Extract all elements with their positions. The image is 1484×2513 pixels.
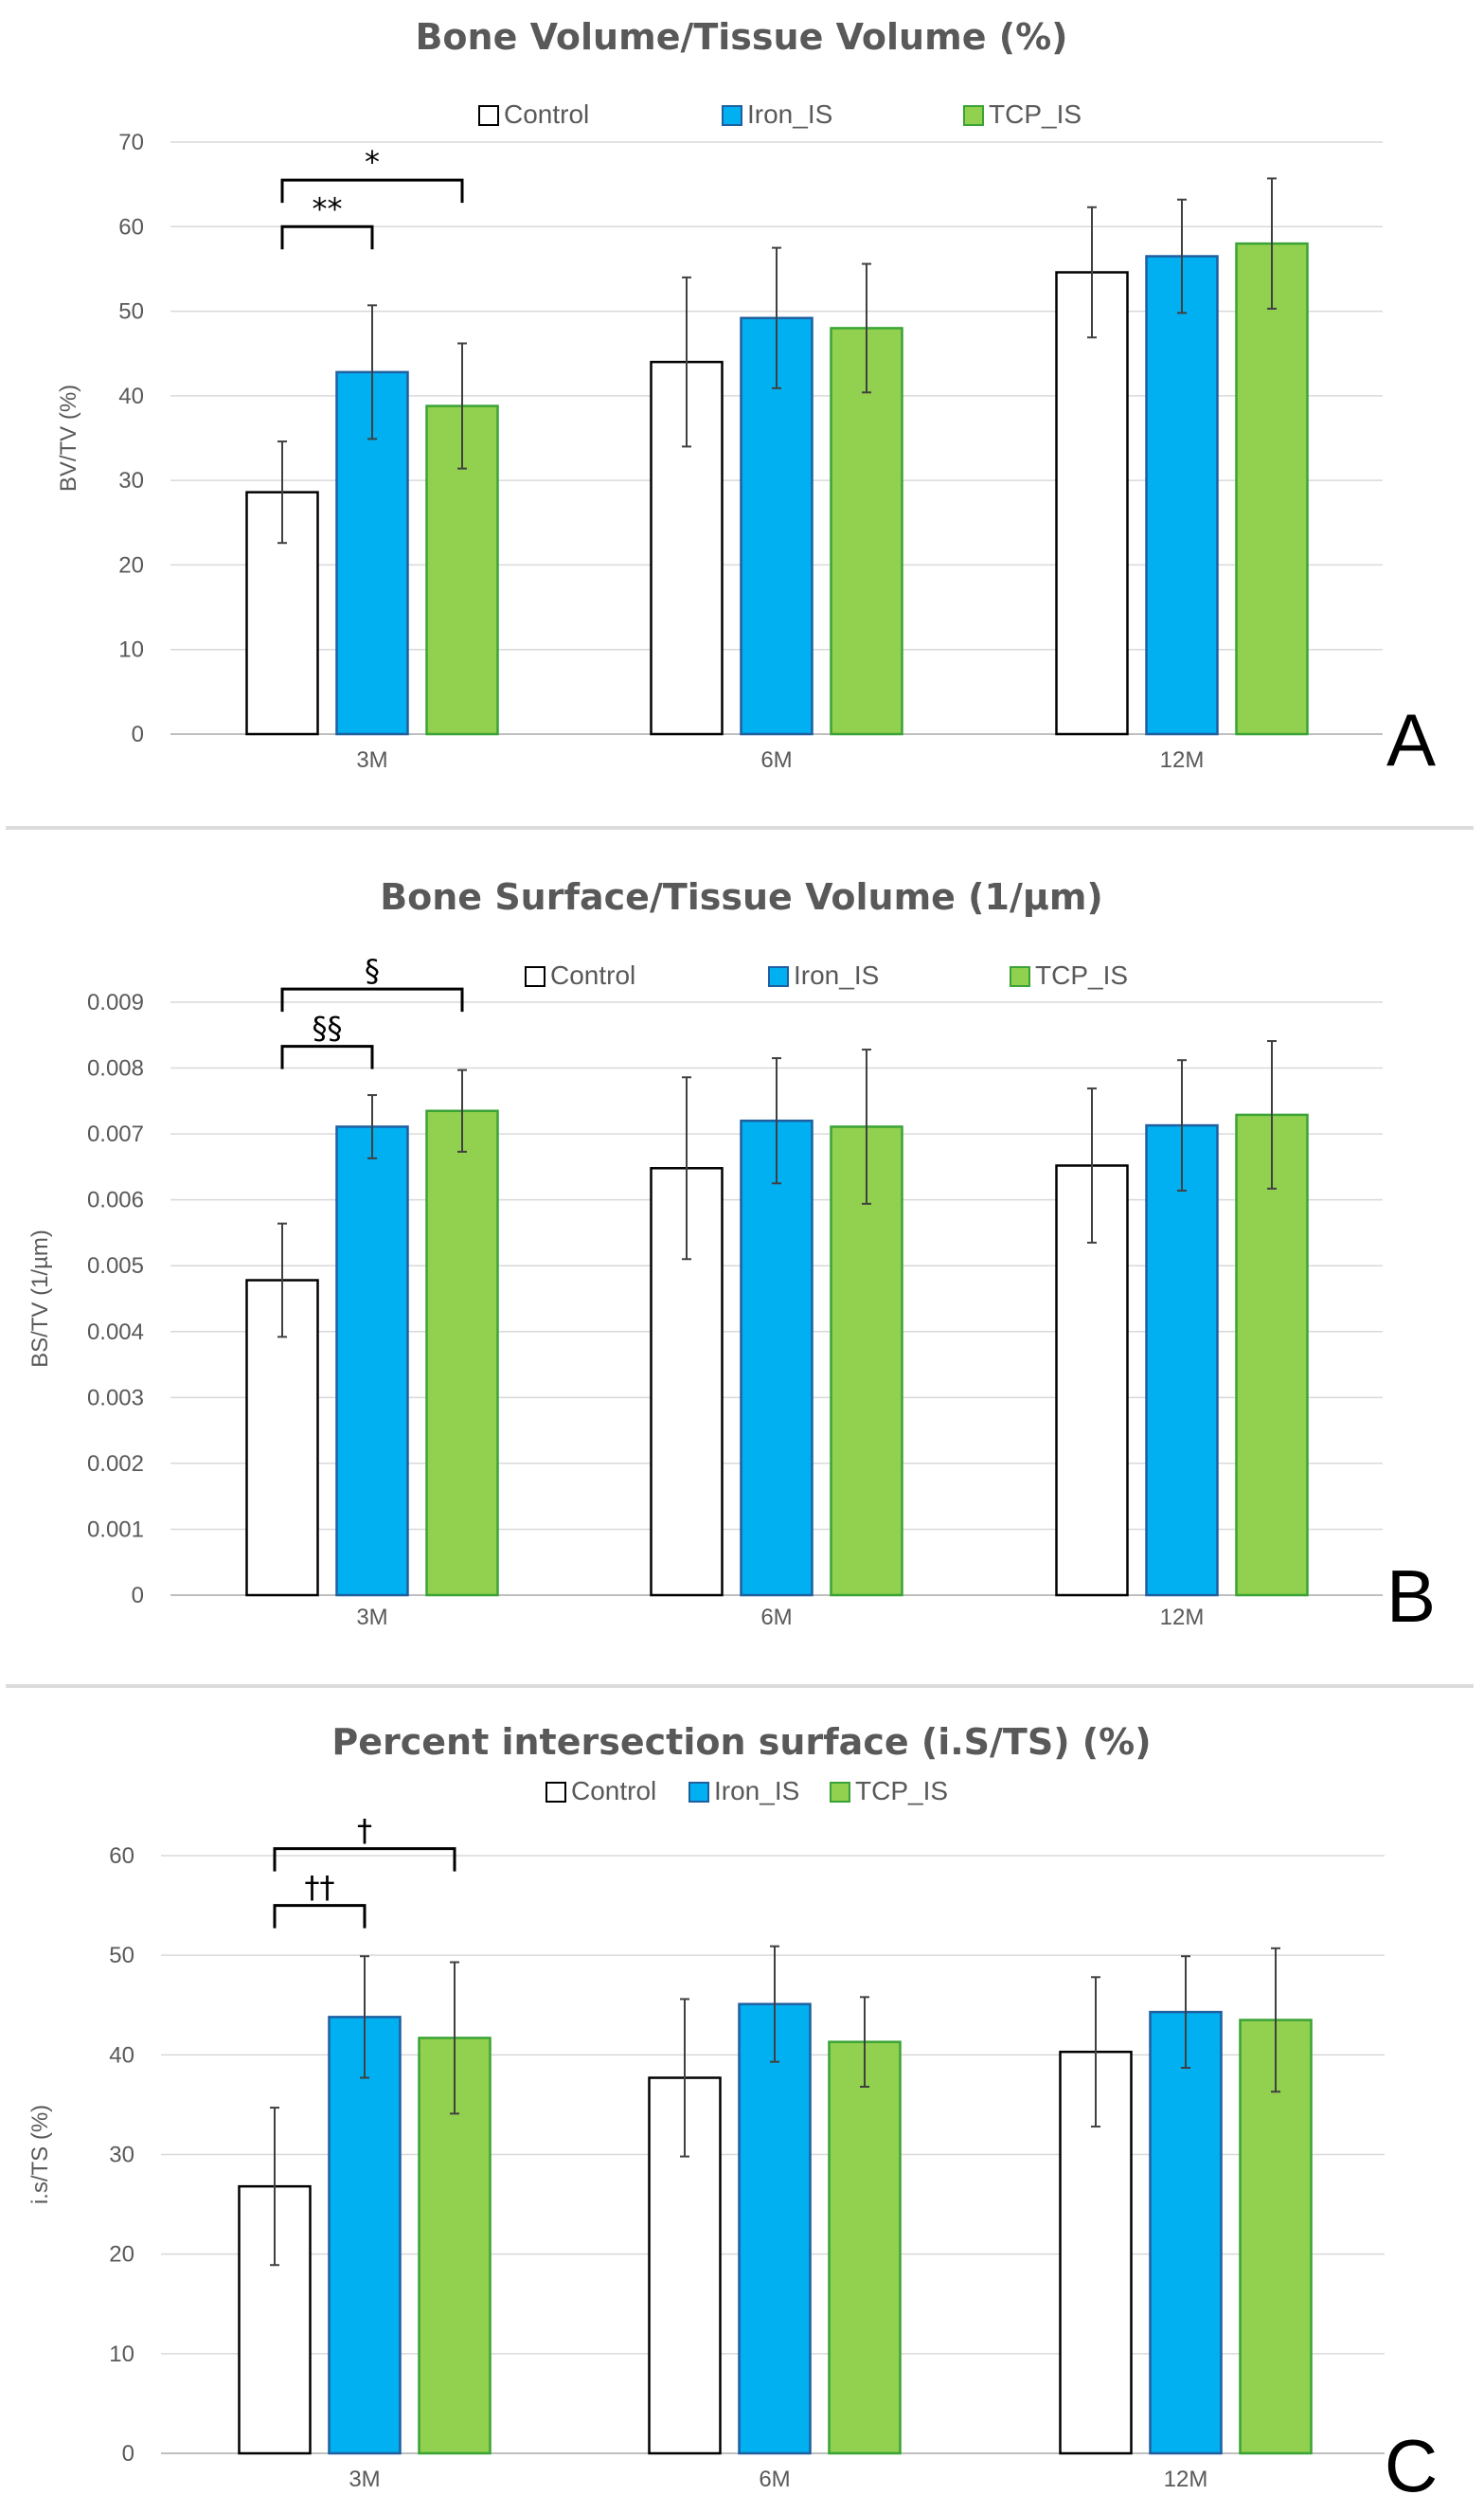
- significance-label: **: [313, 190, 343, 226]
- legend-label-tcp: TCP_IS: [1035, 960, 1128, 990]
- legend-swatch-control: [478, 105, 499, 126]
- is-ts-chart: Percent intersection surface (i.S/TS) (%…: [27, 1721, 1438, 2507]
- y-tick-label: 0: [132, 722, 144, 747]
- y-tick-label: 0.009: [87, 990, 144, 1015]
- legend-label-tcp: TCP_IS: [989, 99, 1082, 129]
- significance-label: §§: [313, 1011, 343, 1047]
- bs-tv-chart: Bone Surface/Tissue Volume (1/µm) Control…: [27, 876, 1436, 1638]
- x-tick-label: 12M: [1160, 1605, 1205, 1630]
- y-tick-label: 0.004: [87, 1319, 144, 1345]
- legend-label-iron: Iron_IS: [747, 99, 832, 129]
- y-tick-label: 30: [118, 468, 144, 494]
- bar-iron-12M: [1145, 255, 1219, 736]
- legend-swatch-tcp: [830, 1782, 850, 1803]
- y-tick-label: 10: [109, 2342, 134, 2367]
- y-axis-label: BV/TV (%): [56, 385, 81, 492]
- significance-label: †: [357, 1813, 372, 1849]
- y-tick-label: 70: [118, 130, 144, 155]
- x-tick-label: 3M: [356, 747, 387, 773]
- x-tick-label: 6M: [760, 747, 792, 773]
- y-tick-label: 30: [109, 2143, 134, 2168]
- bar-iron-6M: [738, 2002, 812, 2455]
- significance-bracket: [280, 178, 464, 204]
- bar-tcp-12M: [1235, 242, 1309, 736]
- legend-swatch-control: [545, 1782, 566, 1803]
- bar-iron-6M: [740, 316, 814, 736]
- significance-bracket: [273, 1904, 367, 1929]
- legend-label-control: Control: [550, 960, 635, 990]
- legend-swatch-iron: [688, 1782, 709, 1803]
- significance-bracket: [280, 1045, 374, 1069]
- bar-iron-3M: [328, 2016, 402, 2455]
- bv-tv-chart: Bone Volume/Tissue Volume (%) Control Iron…: [56, 16, 1436, 781]
- y-tick-label: 0: [122, 2441, 134, 2467]
- legend-label-control: Control: [571, 1776, 656, 1805]
- y-tick-label: 60: [109, 1843, 134, 1869]
- y-tick-label: 0.008: [87, 1056, 144, 1082]
- y-tick-label: 20: [109, 2242, 134, 2268]
- y-tick-label: 40: [109, 2042, 134, 2068]
- legend-swatch-tcp: [963, 105, 984, 126]
- bar-iron-6M: [740, 1119, 814, 1597]
- significance-label: *: [365, 144, 380, 180]
- legend-swatch-control: [525, 966, 545, 987]
- legend-label-iron: Iron_IS: [794, 960, 879, 990]
- chart-panel-b: Bone Surface/Tissue Volume (1/µm) Control…: [0, 834, 1484, 1681]
- chart-panel-c: Percent intersection surface (i.S/TS) (%…: [0, 1691, 1484, 2513]
- chart-title: Percent intersection surface (i.S/TS) (%…: [331, 1721, 1151, 1763]
- y-tick-label: 50: [109, 1943, 134, 1968]
- legend-label-tcp: TCP_IS: [855, 1776, 948, 1805]
- legend-swatch-iron: [722, 105, 742, 126]
- significance-label: ††: [305, 1870, 335, 1906]
- y-tick-label: 40: [118, 384, 144, 409]
- panel-divider: [6, 1684, 1474, 1688]
- legend-swatch-iron: [768, 966, 789, 987]
- bar-control-12M: [1055, 271, 1129, 736]
- bar-iron-12M: [1145, 1123, 1219, 1597]
- significance-bracket: [273, 1847, 456, 1872]
- y-tick-label: 0: [132, 1583, 144, 1608]
- y-tick-label: 0.007: [87, 1122, 144, 1147]
- x-tick-label: 12M: [1160, 747, 1205, 773]
- chart-title: Bone Volume/Tissue Volume (%): [415, 16, 1067, 58]
- legend-label-iron: Iron_IS: [714, 1776, 799, 1805]
- legend-swatch-tcp: [1010, 966, 1030, 987]
- panel-label: C: [1385, 2424, 1438, 2507]
- x-tick-label: 3M: [349, 2467, 380, 2492]
- y-tick-label: 60: [118, 214, 144, 240]
- chart-panel-a: Bone Volume/Tissue Volume (%) Control Iron…: [0, 0, 1484, 824]
- panel-label: B: [1386, 1554, 1436, 1638]
- y-tick-label: 0.001: [87, 1517, 144, 1542]
- chart-title: Bone Surface/Tissue Volume (1/µm): [380, 876, 1103, 918]
- x-tick-label: 12M: [1164, 2467, 1208, 2492]
- bar-iron-12M: [1149, 2010, 1223, 2455]
- panel-label: A: [1386, 698, 1436, 781]
- bar-iron-3M: [335, 1125, 409, 1597]
- y-tick-label: 0.005: [87, 1253, 144, 1279]
- x-tick-label: 3M: [356, 1605, 387, 1630]
- legend-label-control: Control: [504, 99, 589, 129]
- x-tick-label: 6M: [760, 1605, 792, 1630]
- y-tick-label: 20: [118, 552, 144, 578]
- x-tick-label: 6M: [759, 2467, 790, 2492]
- y-tick-label: 50: [118, 299, 144, 325]
- bar-tcp-12M: [1235, 1113, 1309, 1597]
- panel-divider: [6, 826, 1474, 830]
- significance-bracket: [280, 224, 374, 250]
- significance-bracket: [280, 987, 464, 1013]
- bar-tcp-3M: [425, 1109, 499, 1597]
- y-tick-label: 10: [118, 637, 144, 663]
- y-tick-label: 0.003: [87, 1385, 144, 1410]
- significance-label: §: [365, 953, 380, 989]
- y-tick-label: 0.002: [87, 1451, 144, 1477]
- bar-tcp-6M: [828, 2040, 902, 2455]
- y-axis-label: i.s/TS (%): [27, 2105, 53, 2204]
- y-tick-label: 0.006: [87, 1188, 144, 1213]
- bar-tcp-6M: [830, 327, 903, 736]
- y-axis-label: BS/TV (1/µm): [27, 1230, 53, 1368]
